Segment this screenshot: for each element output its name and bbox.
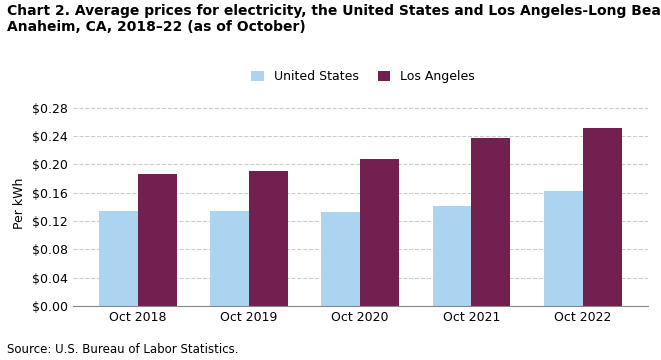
Bar (360, 159, 399, 306)
Bar (99, 211, 137, 306)
Text: Source: U.S. Bureau of Labor Statistics.: Source: U.S. Bureau of Labor Statistics. (7, 343, 238, 356)
Legend: United States, Los Angeles: United States, Los Angeles (251, 70, 475, 83)
Y-axis label: Per kWh: Per kWh (13, 178, 26, 229)
Bar (471, 138, 510, 306)
Text: Chart 2. Average prices for electricity, the United States and Los Angeles-Long : Chart 2. Average prices for electricity,… (7, 4, 661, 34)
Bar (249, 171, 288, 306)
Bar (210, 211, 249, 306)
Bar (544, 191, 583, 306)
Bar (137, 174, 176, 306)
Bar (583, 128, 621, 306)
Bar (432, 206, 471, 306)
Bar (321, 212, 360, 306)
